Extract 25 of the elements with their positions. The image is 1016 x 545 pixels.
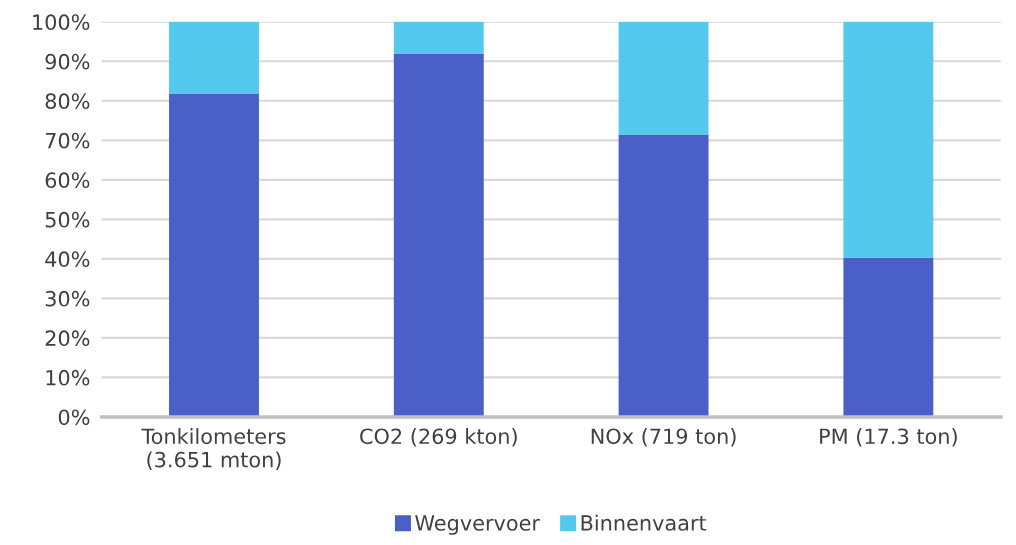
- y-tick-label: 40%: [45, 251, 90, 268]
- bar: [169, 21, 259, 95]
- x-tick-label: NOx (719 ton): [591, 428, 736, 447]
- y-tick-label: 90%: [45, 53, 90, 70]
- y-tick-label: 80%: [45, 93, 90, 110]
- legend-label: Wegvervoer: [415, 515, 540, 535]
- bar: [393, 21, 484, 54]
- y-tick-label: 10%: [46, 369, 90, 386]
- y-tick-label: 0%: [58, 409, 90, 426]
- bar: [169, 94, 259, 417]
- y-tick-label: 30%: [45, 290, 90, 307]
- bar: [843, 257, 934, 417]
- legend-label: Binnenvaart: [581, 514, 707, 531]
- x-tick-label: PM (17.3 ton): [820, 428, 957, 447]
- bar: [618, 134, 709, 417]
- x-tick-label: CO2 (269 kton): [360, 428, 517, 447]
- bar: [618, 21, 709, 135]
- y-tick-label: 70%: [45, 132, 90, 149]
- y-tick-label: 20%: [45, 330, 90, 347]
- y-tick-label: 60%: [45, 172, 90, 189]
- bar: [843, 21, 934, 258]
- y-tick-label: 100%: [33, 14, 90, 31]
- y-tick-label: 50%: [45, 211, 90, 228]
- bar: [393, 53, 484, 417]
- x-tick-label: Tonkilometers (3.651 mton): [141, 428, 286, 470]
